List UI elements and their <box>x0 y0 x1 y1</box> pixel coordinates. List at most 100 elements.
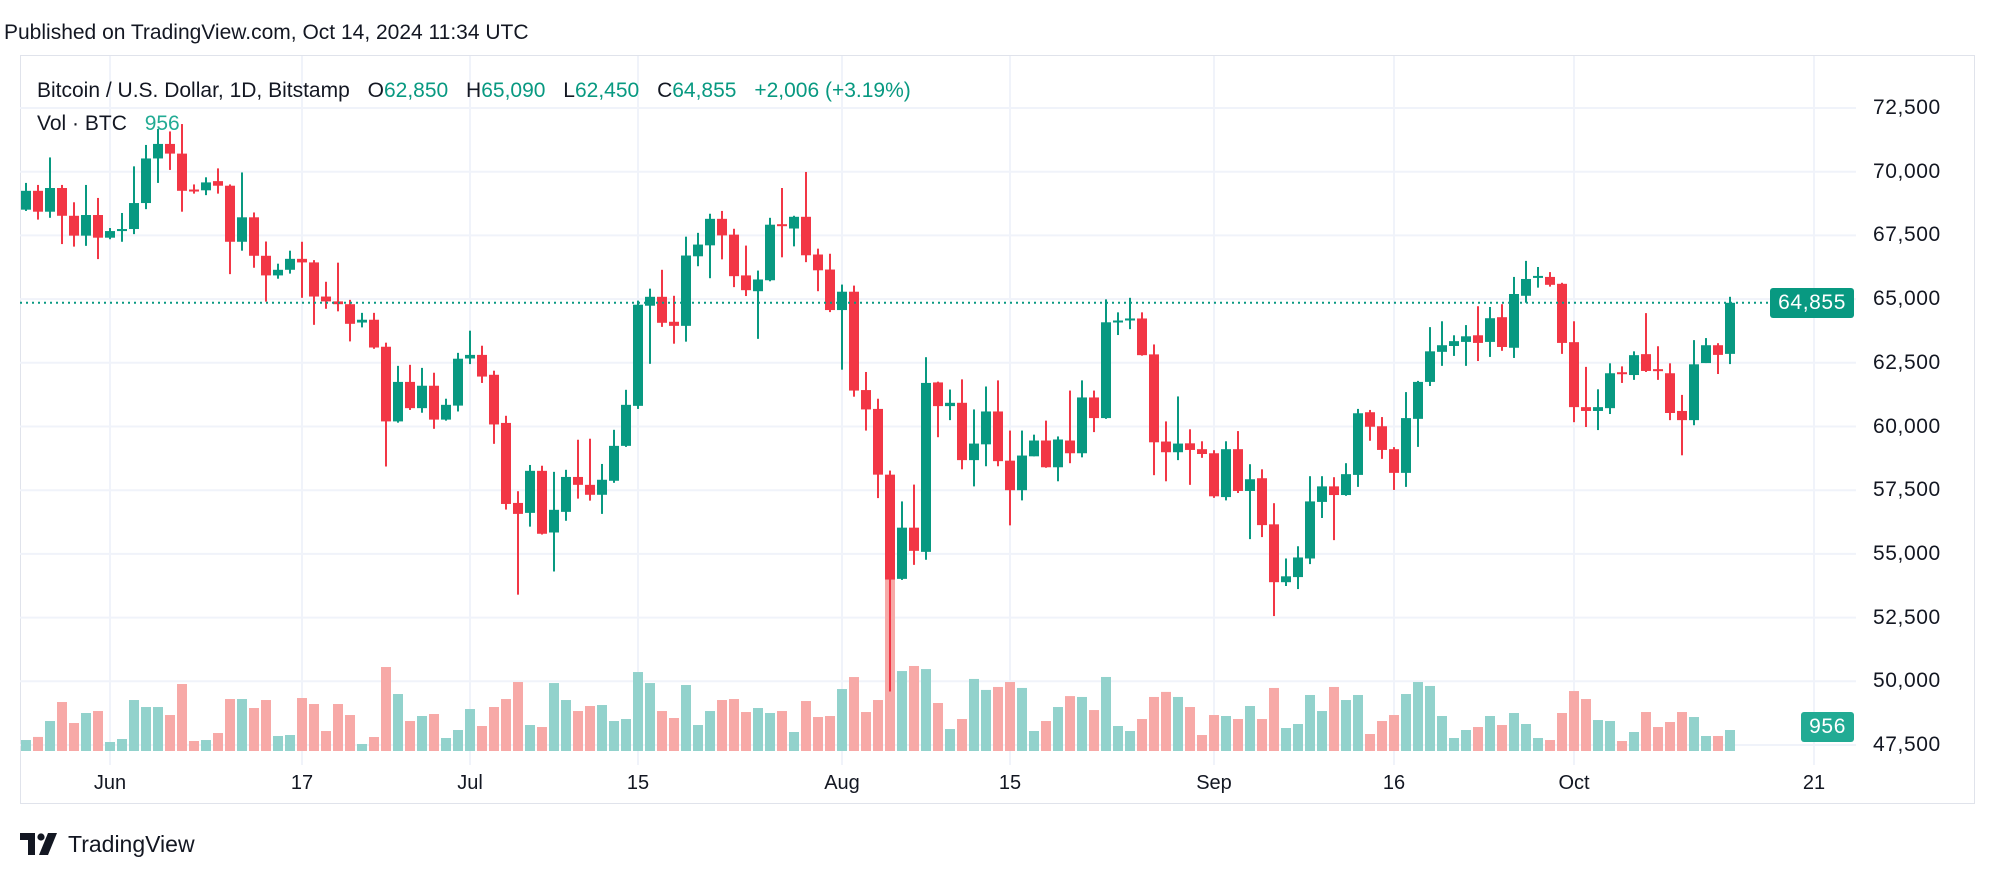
candle <box>225 184 235 275</box>
candle-wick <box>913 484 915 565</box>
candle <box>261 241 271 302</box>
candle <box>657 269 667 327</box>
candle <box>1557 282 1567 354</box>
candle <box>777 188 787 258</box>
volume-bar <box>693 725 703 751</box>
candle <box>945 389 955 421</box>
volume-bar <box>1305 694 1315 751</box>
price-tick-label: 55,000 <box>1873 541 1941 565</box>
volume-bar <box>345 715 355 751</box>
candle-body <box>657 296 667 323</box>
volume-bar <box>381 667 391 751</box>
price-tick-label: 60,000 <box>1873 414 1941 438</box>
candle <box>45 157 55 218</box>
volume-bar <box>765 712 775 751</box>
candle <box>1077 380 1087 458</box>
candle-body <box>1125 318 1135 321</box>
volume-bar <box>441 737 451 751</box>
candle <box>969 409 979 487</box>
candle <box>1593 389 1603 431</box>
candle <box>801 171 811 263</box>
candle-body <box>1293 557 1303 578</box>
volume-bar <box>1113 726 1123 751</box>
candle <box>1125 297 1135 330</box>
candle <box>1653 346 1663 380</box>
volume-value: 956 <box>144 112 180 135</box>
candle-body <box>1389 449 1399 473</box>
candle-body <box>597 479 607 495</box>
volume-bar <box>681 685 691 751</box>
candle-wick <box>745 245 747 297</box>
candle-body <box>405 381 415 409</box>
open-value: 62,850 <box>383 79 449 102</box>
candle-body <box>429 385 439 420</box>
candle <box>1605 363 1615 415</box>
volume-label[interactable]: Vol · BTC <box>37 112 127 135</box>
candle-wick <box>301 241 303 298</box>
candle <box>1341 463 1351 496</box>
candle <box>1437 321 1447 366</box>
candle-body <box>441 404 451 420</box>
volume-bar <box>417 716 427 751</box>
candle <box>717 210 727 260</box>
candle-body <box>477 354 487 377</box>
volume-bar <box>1089 710 1099 751</box>
volume-bar <box>1041 721 1051 751</box>
candle <box>213 168 223 194</box>
volume-bar <box>1725 730 1735 751</box>
candle-body <box>93 215 103 238</box>
candle <box>1425 327 1435 386</box>
candle <box>333 262 343 312</box>
candle <box>993 380 1003 467</box>
volume-bar <box>1005 682 1015 751</box>
low-value: 62,450 <box>574 79 640 102</box>
volume-bar <box>1521 724 1531 751</box>
candle <box>249 212 259 268</box>
candle-body <box>609 445 619 481</box>
published-caption: Published on TradingView.com, Oct 14, 20… <box>4 21 529 44</box>
candle-body <box>249 217 259 256</box>
volume-bar <box>1389 715 1399 751</box>
candle-body <box>33 190 43 212</box>
candle <box>1521 260 1531 303</box>
candle-wick <box>1249 464 1251 540</box>
candle-body <box>45 188 55 212</box>
change-value: +2,006 (+3.19%) <box>754 79 911 102</box>
candles <box>21 124 1735 692</box>
volume-bar <box>669 718 679 751</box>
candle <box>1221 441 1231 501</box>
candle <box>297 241 307 298</box>
price-tick-label: 67,500 <box>1873 223 1941 247</box>
price-tick-label: 50,000 <box>1873 669 1941 693</box>
symbol-title[interactable]: Bitcoin / U.S. Dollar, 1D, Bitstamp <box>37 79 350 102</box>
volume-bar <box>1665 722 1675 751</box>
candle-wick <box>121 212 123 242</box>
candle-body <box>717 218 727 236</box>
candle-body <box>849 291 859 391</box>
candle-body <box>909 527 919 551</box>
candle-wick <box>709 213 711 279</box>
candle <box>933 381 943 438</box>
candle <box>1509 276 1519 358</box>
candle <box>1665 363 1675 421</box>
time-tick-label: 21 <box>1802 772 1826 794</box>
tradingview-logo[interactable]: TradingView <box>20 830 195 858</box>
candle <box>489 370 499 444</box>
candle-body <box>1017 455 1027 491</box>
candle-body <box>1113 320 1123 323</box>
time-tick-label: Aug <box>824 772 860 794</box>
candle <box>981 386 991 467</box>
candle-body <box>1569 342 1579 408</box>
volume-bar <box>1185 707 1195 751</box>
candle-body <box>1029 440 1039 457</box>
volume-bar <box>141 707 151 751</box>
candle-body <box>1665 373 1675 413</box>
candle-body <box>765 224 775 281</box>
volume-bar <box>825 716 835 751</box>
candle <box>345 299 355 342</box>
candle <box>1317 476 1327 518</box>
candle-body <box>1557 283 1567 343</box>
candle-wick <box>1441 321 1443 366</box>
volume-bar <box>261 700 271 751</box>
